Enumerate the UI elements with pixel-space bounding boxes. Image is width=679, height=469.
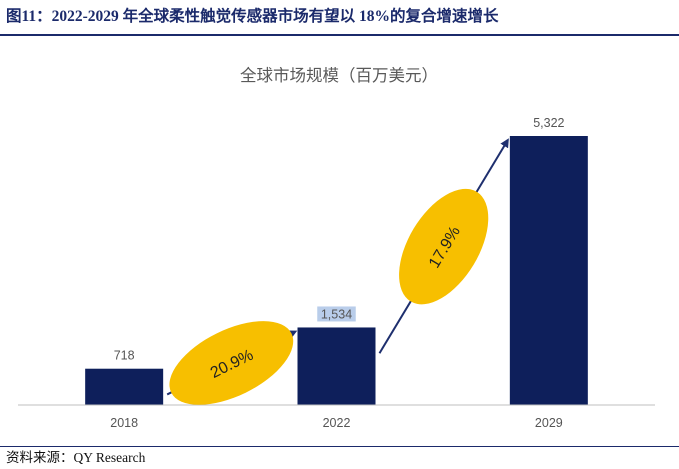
growth-ellipse-2 <box>399 188 489 305</box>
data-label-highlight <box>317 306 356 322</box>
growth-callout-2: 17.9% <box>399 188 489 305</box>
x-tick-label-2022: 2022 <box>323 416 351 430</box>
figure-title: 图11：2022-2029 年全球柔性触觉传感器市场有望以 18%的复合增速增长 <box>6 8 499 25</box>
top-rule <box>0 34 679 36</box>
data-label-2022: 1,534 <box>321 307 352 321</box>
growth-callout-1: 20.9% <box>169 321 294 405</box>
data-label-2029: 5,322 <box>533 116 564 130</box>
bar-2029 <box>509 136 588 405</box>
growth-ellipse-1 <box>169 321 294 405</box>
data-label-2018: 718 <box>114 349 135 363</box>
x-tick-label-2029: 2029 <box>535 416 563 430</box>
x-tick-label-2018: 2018 <box>110 416 138 430</box>
bar-2022 <box>297 327 376 405</box>
bottom-rule <box>0 446 679 447</box>
bar-2018 <box>85 368 164 405</box>
source-note: 资料来源：QY Research <box>6 450 146 465</box>
chart-title: 全球市场规模（百万美元） <box>240 66 438 85</box>
